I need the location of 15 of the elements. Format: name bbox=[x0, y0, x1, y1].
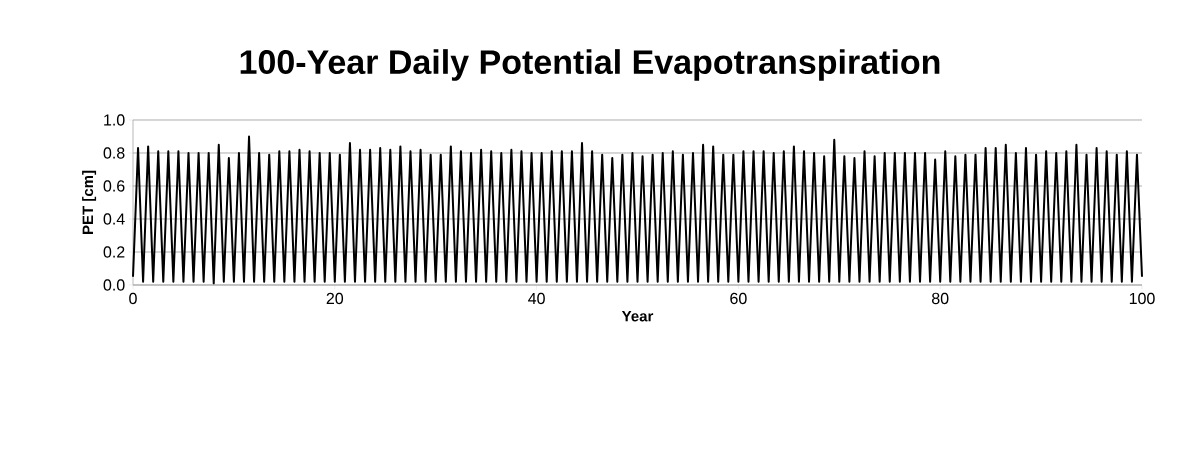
chart-title: 100-Year Daily Potential Evapotranspiration bbox=[240, 49, 940, 81]
x-tick-label: 100 bbox=[1129, 292, 1155, 305]
y-tick-label: 1.0 bbox=[104, 114, 125, 126]
x-tick-label: 0 bbox=[129, 292, 137, 305]
y-axis-title: PET [cm] bbox=[82, 170, 97, 234]
x-tick-label: 20 bbox=[326, 292, 344, 305]
y-tick-label: 0.2 bbox=[103, 246, 125, 258]
y-tick-label: 0.8 bbox=[103, 147, 125, 159]
y-tick-label: 0.0 bbox=[103, 279, 125, 291]
x-tick-label: 60 bbox=[730, 292, 747, 305]
x-axis-title: Year bbox=[621, 310, 654, 322]
x-tick-label: 40 bbox=[528, 292, 545, 305]
x-tick-label: 80 bbox=[931, 292, 949, 305]
y-tick-label: 0.4 bbox=[103, 213, 125, 225]
y-tick-label: 0.6 bbox=[103, 180, 125, 192]
